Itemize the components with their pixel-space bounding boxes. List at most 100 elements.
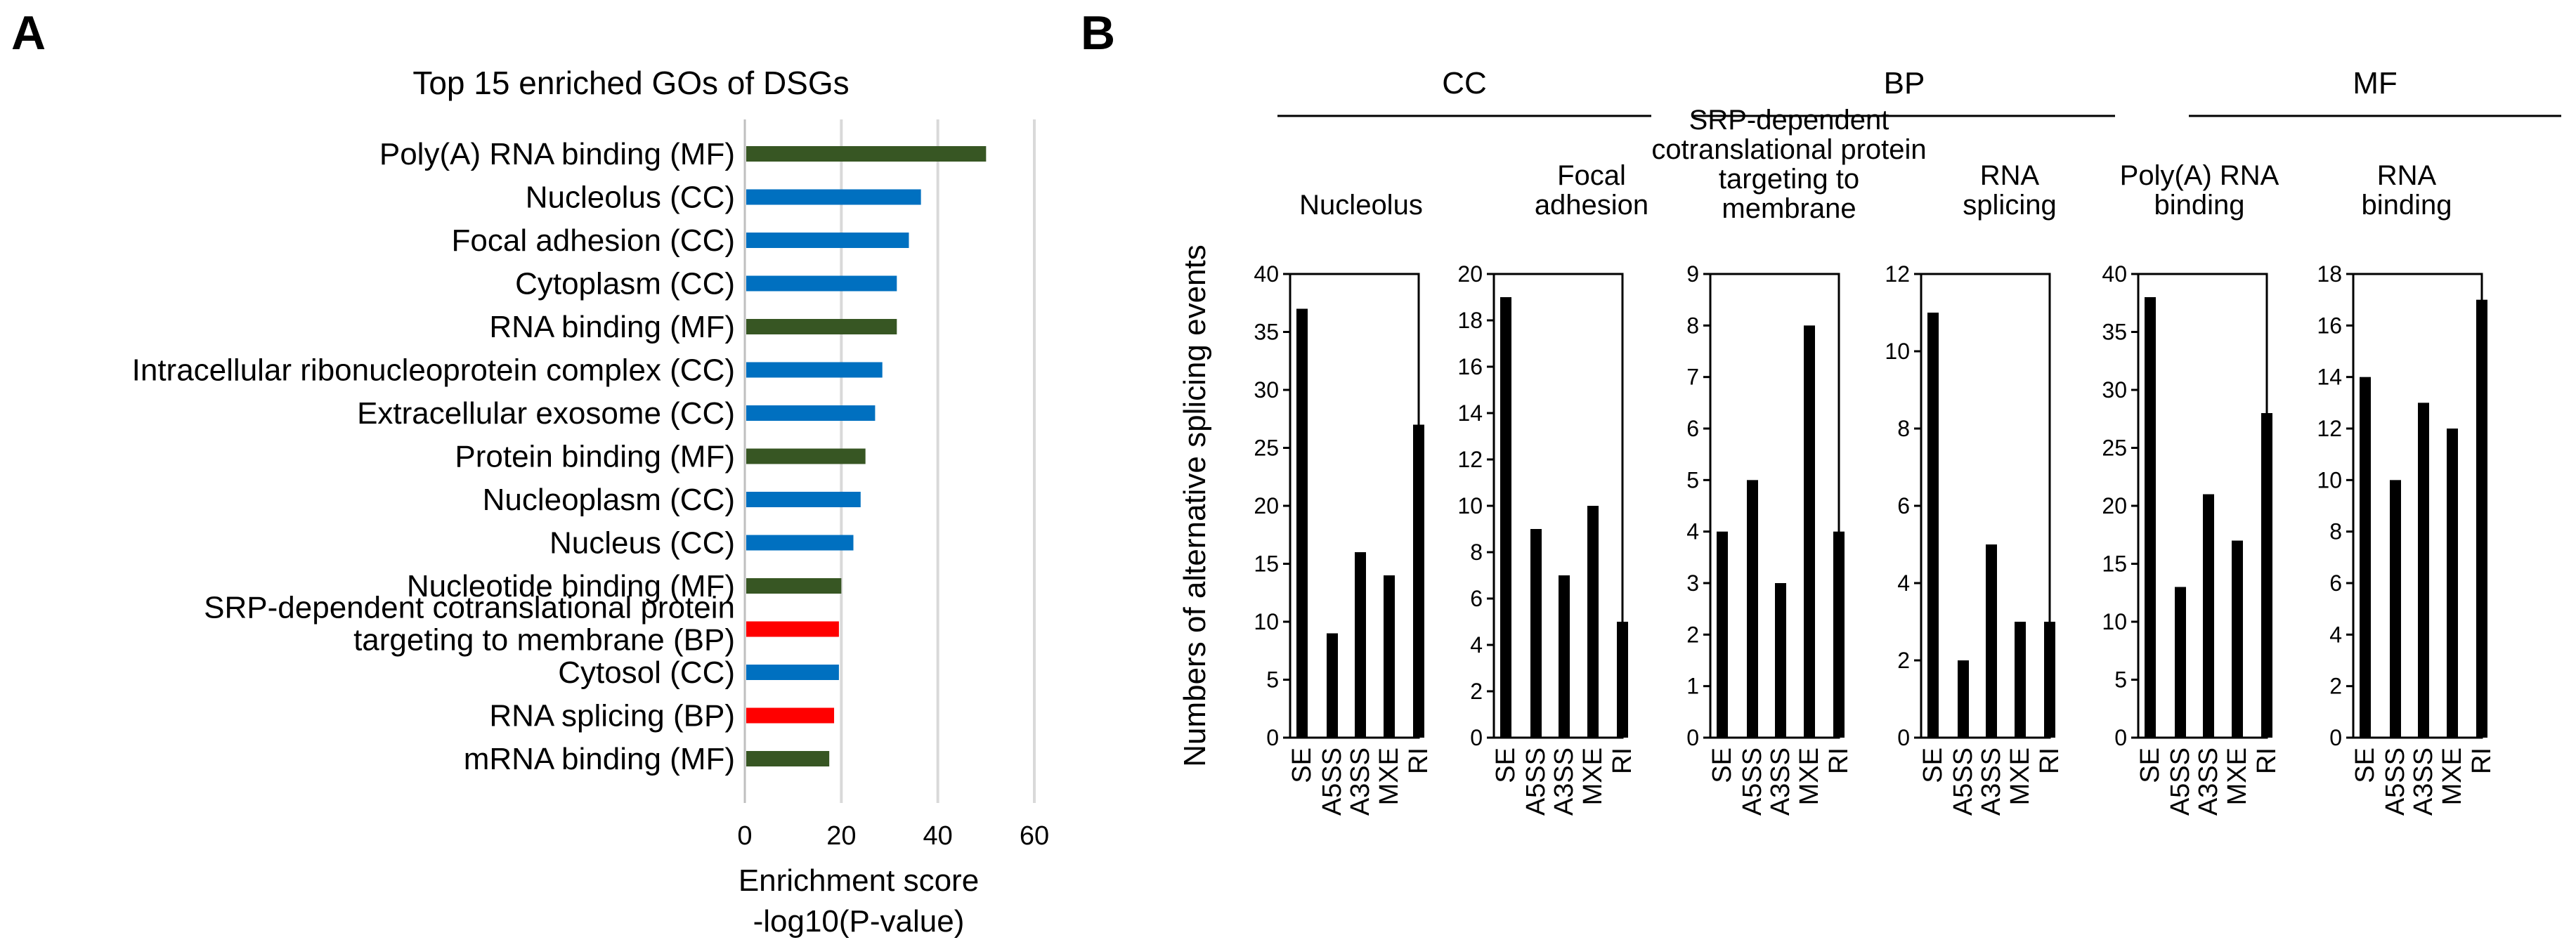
bar: [746, 492, 861, 507]
category-label: Focal adhesion (CC): [452, 223, 736, 258]
y-tick-label: 20: [1457, 261, 1483, 287]
category-label: MXE: [2223, 747, 2252, 805]
category-label: A3SS: [1549, 747, 1579, 816]
y-tick-label: 3: [1686, 570, 1699, 596]
bar: [1500, 297, 1511, 738]
bar: [2360, 377, 2371, 738]
group-label: CC: [1442, 66, 1487, 100]
bar: [746, 405, 876, 421]
y-tick-label: 14: [1457, 400, 1483, 426]
category-label: SE: [1491, 747, 1521, 783]
bar: [746, 275, 897, 292]
bar: [2261, 413, 2272, 738]
plot-frame: [1289, 273, 1420, 739]
x-tick-label: 20: [826, 821, 856, 851]
bar: [1384, 575, 1395, 738]
group-label: MF: [2353, 66, 2398, 100]
category-label: SRP-dependent cotranslational protein: [204, 591, 735, 625]
bar: [746, 319, 897, 334]
y-tick-label: 2: [1686, 622, 1699, 647]
category-label: Cytoplasm (CC): [515, 267, 735, 301]
y-tick-label: 4: [2329, 622, 2342, 647]
y-tick-label: 4: [1470, 632, 1483, 658]
bar: [2418, 403, 2429, 738]
category-label: Poly(A) RNA binding (MF): [379, 137, 735, 171]
category-label: A5SS: [1738, 747, 1767, 816]
category-label: A3SS: [2409, 747, 2438, 816]
subplot-title: adhesion: [1535, 190, 1648, 221]
bar: [746, 707, 835, 724]
bar: [1617, 622, 1628, 738]
subplot-title: cotranslational protein: [1651, 134, 1926, 165]
y-tick-label: 20: [2102, 493, 2127, 518]
subplot-title: Nucleolus: [1299, 190, 1423, 221]
bar: [1413, 424, 1424, 738]
y-tick-label: 30: [1254, 377, 1279, 403]
y-tick-label: 40: [2102, 261, 2127, 287]
bar: [2145, 297, 2156, 738]
bar: [1717, 531, 1728, 738]
y-tick-label: 16: [2317, 313, 2342, 338]
category-label: Nucleoplasm (CC): [483, 483, 735, 517]
category-label: Protein binding (MF): [455, 440, 735, 474]
category-label: RNA splicing (BP): [489, 699, 735, 733]
category-label: RI: [1608, 747, 1637, 774]
y-tick-label: 0: [1470, 725, 1483, 750]
x-tick-label: 0: [737, 821, 752, 851]
bar: [1355, 552, 1366, 738]
y-tick-label: 2: [1470, 679, 1483, 704]
category-label: RI: [2252, 747, 2282, 774]
bar: [1775, 583, 1786, 738]
y-tick-label: 6: [1897, 493, 1910, 518]
subplot-title: membrane: [1722, 193, 1856, 224]
category-label: RI: [2035, 747, 2064, 774]
category-label: MXE: [1578, 747, 1608, 805]
bar: [1958, 660, 1969, 738]
y-tick-label: 0: [2329, 725, 2342, 750]
y-tick-label: 10: [2102, 609, 2127, 634]
category-label: A5SS: [1949, 747, 1978, 816]
y-tick-label: 0: [1686, 725, 1699, 750]
category-label: A5SS: [1521, 747, 1551, 816]
bar: [2476, 299, 2487, 738]
category-label: MXE: [2438, 747, 2467, 805]
panel-label-b: B: [1081, 6, 1115, 60]
bar: [746, 146, 987, 162]
bar: [2175, 587, 2186, 738]
bar: [746, 578, 842, 594]
y-tick-label: 6: [1686, 416, 1699, 441]
bar: [1587, 506, 1599, 738]
y-tick-label: 0: [2114, 725, 2127, 750]
x-axis-label: -log10(P-value): [753, 904, 965, 939]
category-label: SE: [1918, 747, 1948, 783]
bar: [1986, 544, 1997, 738]
category-label: MXE: [1795, 747, 1824, 805]
subplot-title: RNA: [2377, 160, 2437, 191]
bar: [746, 665, 839, 680]
category-label: Intracellular ribonucleoprotein complex …: [132, 353, 735, 388]
y-tick-label: 8: [1470, 540, 1483, 565]
y-tick-label: 10: [1457, 493, 1483, 518]
chart-b-splicing-events: Numbers of alternative splicing events CC…: [1178, 66, 2561, 816]
category-label: RI: [2467, 747, 2497, 774]
y-tick-label: 12: [1885, 261, 1910, 287]
bar: [2044, 622, 2055, 738]
category-label: RNA binding (MF): [489, 310, 735, 344]
category-label: A5SS: [2166, 747, 2195, 816]
bar: [746, 751, 830, 766]
subplot-title: splicing: [1963, 190, 2056, 221]
category-label: A3SS: [1977, 747, 2006, 816]
subplot-title: binding: [2154, 190, 2244, 221]
y-tick-label: 5: [2114, 667, 2127, 693]
plot-frame: [1920, 273, 2051, 739]
y-tick-label: 0: [1897, 725, 1910, 750]
bar: [1927, 313, 1939, 738]
bar: [2015, 622, 2026, 738]
category-label: A5SS: [1318, 747, 1347, 816]
